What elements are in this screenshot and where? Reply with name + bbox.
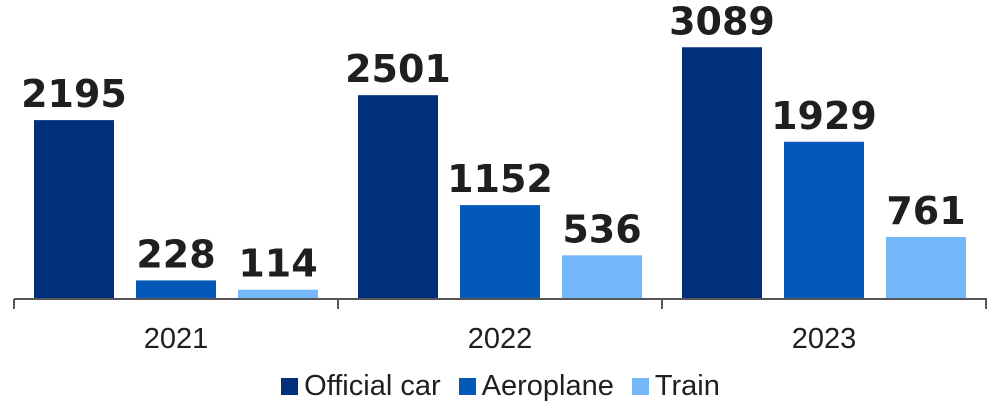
legend-label-aeroplane: Aeroplane — [481, 369, 614, 402]
legend-item-train: Train — [631, 369, 720, 403]
legend-swatch-official-car — [281, 377, 299, 395]
legend-label-train: Train — [654, 369, 720, 402]
bar-official-car-2022 — [358, 95, 438, 299]
data-label-official-car-2022: 2501 — [345, 47, 451, 91]
data-label-train-2021: 114 — [238, 242, 317, 286]
legend: Official car Aeroplane Train — [0, 366, 1001, 406]
legend-item-official-car: Official car — [281, 369, 441, 403]
bar-aeroplane-2022 — [460, 205, 540, 299]
data-label-aeroplane-2021: 228 — [136, 232, 215, 276]
x-axis-tick-labels: 2021 2022 2023 — [144, 323, 857, 355]
data-label-train-2022: 536 — [562, 207, 641, 251]
data-label-train-2023: 761 — [886, 189, 965, 233]
x-tick-label-2023: 2023 — [792, 323, 857, 355]
bar-train-2022 — [562, 255, 642, 299]
bar-aeroplane-2021 — [136, 280, 216, 299]
x-tick-label-2022: 2022 — [468, 323, 533, 355]
data-label-official-car-2023: 3089 — [669, 0, 775, 43]
data-label-aeroplane-2023: 1929 — [771, 94, 877, 138]
bar-aeroplane-2023 — [784, 141, 864, 299]
bar-official-car-2023 — [682, 47, 762, 300]
legend-label-official-car: Official car — [304, 369, 441, 402]
x-axis-ticks — [13, 299, 987, 309]
legend-swatch-aeroplane — [458, 377, 476, 395]
x-tick-label-2021: 2021 — [144, 323, 209, 355]
legend-swatch-train — [631, 377, 649, 395]
bar-train-2021 — [238, 289, 318, 299]
legend-item-aeroplane: Aeroplane — [458, 369, 614, 403]
data-label-aeroplane-2022: 1152 — [447, 157, 553, 201]
bar-official-car-2021 — [34, 120, 114, 299]
bars-group — [34, 47, 966, 300]
bar-train-2023 — [886, 236, 966, 299]
data-label-official-car-2021: 2195 — [21, 72, 127, 116]
